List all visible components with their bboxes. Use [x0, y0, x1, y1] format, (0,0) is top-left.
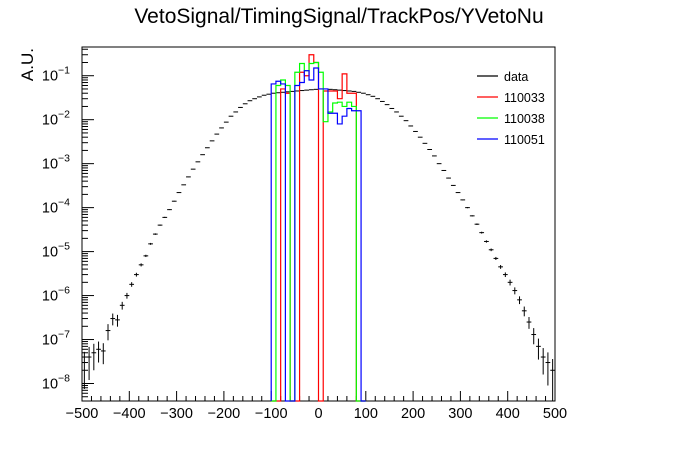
data-point	[488, 248, 494, 252]
data-point	[465, 207, 470, 209]
data-point	[100, 343, 106, 365]
series-data	[82, 88, 555, 401]
data-point	[134, 272, 139, 277]
data-point	[450, 184, 456, 186]
data-point	[115, 314, 120, 327]
y-tick-label: 10−2	[42, 109, 70, 129]
x-tick-label: 100	[354, 406, 378, 422]
y-axis: 10−8 10−7 10−6 10−5 10−4 10−3 10−2 10−1	[42, 48, 94, 402]
data-point	[119, 301, 125, 310]
y-tick-label: 10−8	[42, 373, 70, 393]
data-point	[143, 254, 149, 258]
data-point	[110, 313, 116, 326]
x-tick-label: −200	[208, 406, 241, 422]
data-point	[162, 216, 168, 218]
data-point	[167, 209, 172, 211]
data-point	[469, 215, 475, 217]
data-point	[152, 233, 158, 235]
data-point	[521, 306, 527, 317]
data-point	[105, 324, 111, 341]
x-tick-label: −100	[255, 406, 288, 422]
x-tick-label: −500	[66, 406, 99, 422]
data-point	[148, 242, 153, 245]
data-point	[526, 317, 532, 329]
y-tick-label: 10−3	[42, 153, 70, 173]
y-axis-label: A.U.	[18, 48, 37, 81]
legend-label-110033: 110033	[504, 91, 545, 105]
x-axis: −500 −400 −300 −200 −100 0 100 200 300 400 500	[66, 391, 567, 422]
y-tick-label: 10−6	[42, 285, 70, 305]
data-point	[171, 200, 177, 202]
x-tick-label: 200	[401, 406, 425, 422]
series-110038	[271, 61, 366, 402]
data-point	[460, 199, 466, 201]
y-tick-label: 10−4	[42, 197, 70, 217]
data-point	[176, 192, 182, 194]
chart-title: VetoSignal/TimingSignal/TrackPos/YVetoNu	[134, 5, 543, 28]
series-line-110051	[270, 67, 366, 402]
data-point	[157, 224, 163, 226]
data-point	[545, 352, 551, 386]
data-point	[512, 287, 518, 295]
series-line-110038	[271, 61, 366, 402]
legend: data 110033 110038 110051	[477, 70, 545, 147]
legend-label-110051: 110051	[504, 133, 545, 147]
data-point	[484, 240, 489, 243]
data-point	[82, 351, 87, 389]
legend-label-data: data	[504, 70, 528, 84]
data-point	[507, 279, 513, 286]
series-110051	[270, 67, 366, 402]
data-point	[493, 256, 499, 260]
data-point	[498, 265, 503, 269]
data-point	[474, 223, 480, 225]
data-point	[455, 192, 461, 194]
data-point	[138, 263, 144, 267]
x-tick-label: 500	[543, 406, 567, 422]
data-point	[124, 292, 130, 299]
data-point	[517, 296, 522, 305]
data-point	[86, 346, 92, 381]
data-point	[129, 282, 135, 287]
data-point	[536, 338, 541, 360]
data-point	[96, 341, 101, 363]
x-tick-label: 400	[496, 406, 520, 422]
y-tick-label: 10−1	[42, 65, 70, 85]
x-tick-label: 300	[448, 406, 472, 422]
x-tick-label: −400	[113, 406, 146, 422]
data-point	[479, 231, 485, 234]
data-point	[502, 272, 508, 278]
series-layer	[82, 54, 555, 402]
data-point	[91, 343, 97, 371]
y-tick-label: 10−7	[42, 329, 70, 349]
x-tick-label: 0	[314, 406, 322, 422]
y-tick-label: 10−5	[42, 241, 70, 261]
data-point	[550, 359, 555, 401]
legend-label-110038: 110038	[504, 112, 545, 126]
data-point	[446, 177, 451, 179]
data-point	[540, 348, 546, 375]
x-tick-label: −300	[160, 406, 193, 422]
data-point	[531, 328, 537, 345]
